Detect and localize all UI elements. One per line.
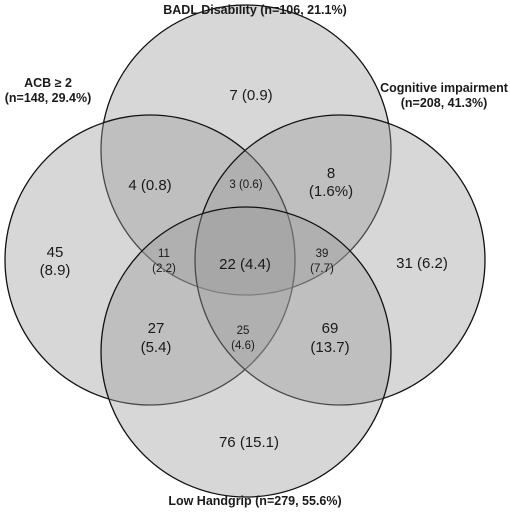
label-hand: Low Handgrip (n=279, 55.6%) xyxy=(168,494,341,508)
region-acb-badl-hand-line1: 11 xyxy=(158,248,170,260)
region-all-four: 22 (4.4) xyxy=(219,256,271,273)
circle-hand xyxy=(100,206,392,498)
region-badl-only: 7 (0.9) xyxy=(229,87,272,104)
circle-layer xyxy=(4,4,486,498)
region-cog-only: 31 (6.2) xyxy=(396,255,448,272)
region-acb-cog-hand-line2: (4.6) xyxy=(231,340,255,352)
region-acb-badl-hand-line2: (2.2) xyxy=(152,263,176,275)
region-badl-cog-hand-line1: 39 xyxy=(316,248,329,260)
label-acb-line1: ACB ≥ 2 xyxy=(24,76,72,90)
label-badl: BADL Disability (n=106, 21.1%) xyxy=(163,3,347,17)
region-acb-badl-cog: 3 (0.6) xyxy=(229,179,262,191)
region-acb-hand-line1: 27 xyxy=(148,320,165,337)
region-acb-only-line2: (8.9) xyxy=(40,262,71,279)
region-cog-hand-line1: 69 xyxy=(322,320,339,337)
region-cog-hand-line2: (13.7) xyxy=(310,339,349,356)
region-hand-only: 76 (15.1) xyxy=(219,434,279,451)
region-acb-hand-line2: (5.4) xyxy=(141,339,172,356)
region-acb-only-line1: 45 xyxy=(47,244,64,261)
region-acb-cog-hand-line1: 25 xyxy=(237,325,250,337)
region-acb-badl: 4 (0.8) xyxy=(128,177,171,194)
label-cog-line1: Cognitive impairment xyxy=(380,81,509,95)
region-badl-cog-hand-line2: (7.7) xyxy=(310,263,334,275)
circle-cog xyxy=(194,114,486,406)
circle-acb xyxy=(4,114,296,406)
label-acb-line2: (n=148, 29.4%) xyxy=(5,91,92,105)
region-badl-cog-line2: (1.6%) xyxy=(309,183,353,200)
region-badl-cog-line1: 8 xyxy=(327,165,335,182)
label-cog-line2: (n=208, 41.3%) xyxy=(401,96,488,110)
